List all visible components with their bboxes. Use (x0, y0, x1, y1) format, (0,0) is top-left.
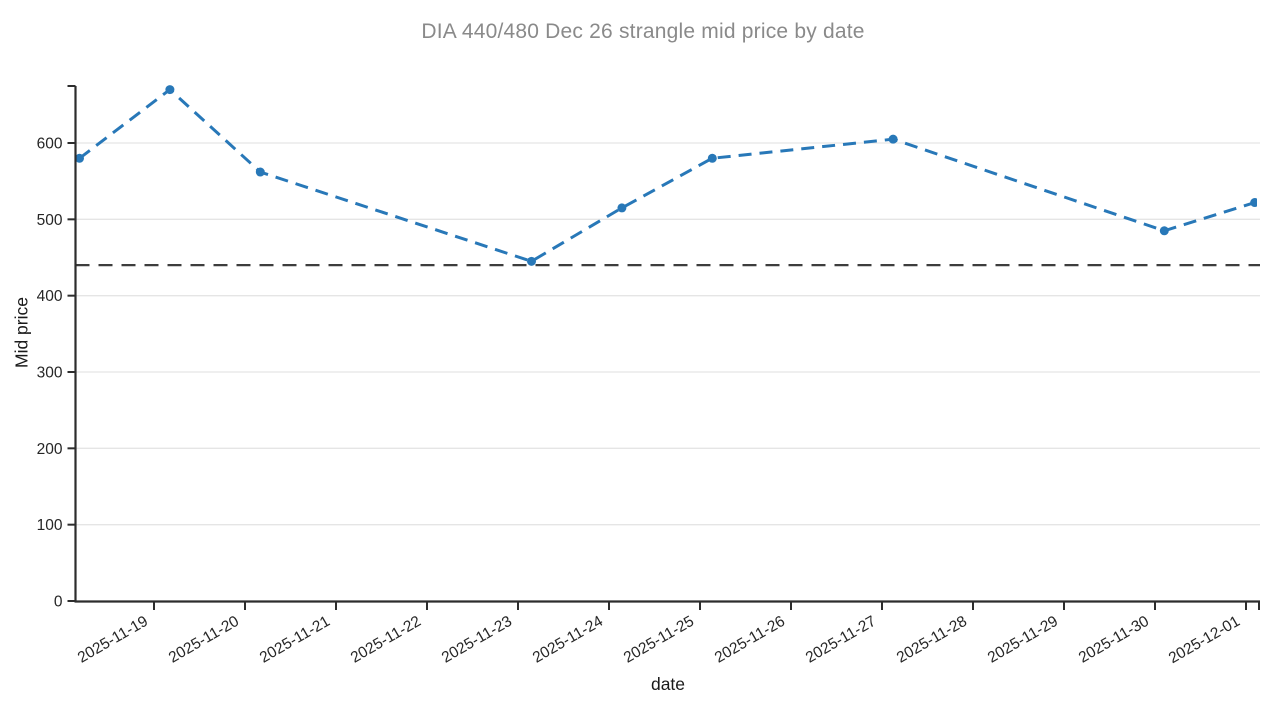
x-tick-label-2025-12-01: 2025-12-01 (1166, 613, 1243, 667)
x-axis-title: date (650, 674, 686, 694)
series-line (78, 87, 1256, 263)
data-point-2025-11-18 (75, 153, 84, 163)
y-tick-label-300: 300 (37, 365, 63, 382)
y-tick-label-0: 0 (54, 594, 63, 611)
data-point-2025-11-27 (888, 134, 898, 144)
x-tick-label-2025-11-23: 2025-11-23 (439, 613, 515, 667)
x-tick-label-2025-11-22: 2025-11-22 (348, 613, 424, 667)
x-tick-label-2025-11-20: 2025-11-20 (166, 613, 242, 667)
x-tick-label-2025-11-21: 2025-11-21 (257, 613, 333, 667)
data-point-2025-11-30 (1159, 226, 1169, 236)
data-point-2025-11-24 (617, 203, 627, 213)
x-tick-label-2025-11-28: 2025-11-28 (894, 613, 970, 667)
y-axis-title: Mid price (11, 297, 32, 368)
y-tick-label-100: 100 (37, 517, 63, 534)
chart-title: DIA 440/480 Dec 26 strangle mid price by… (421, 20, 865, 43)
x-tick-label-2025-11-24: 2025-11-24 (530, 613, 606, 667)
data-point-2025-12-01 (1250, 198, 1257, 208)
x-tick-label-2025-11-19: 2025-11-19 (75, 613, 151, 667)
y-tick-label-200: 200 (37, 441, 63, 458)
x-tick-label-2025-11-27: 2025-11-27 (803, 613, 879, 667)
y-tick-label-600: 600 (37, 136, 63, 153)
data-point-2025-11-25 (707, 153, 717, 163)
x-tick-label-2025-11-26: 2025-11-26 (712, 613, 788, 667)
x-tick-label-2025-11-29: 2025-11-29 (985, 613, 1061, 667)
x-tick-label-2025-11-30: 2025-11-30 (1076, 613, 1152, 667)
y-tick-label-500: 500 (37, 212, 63, 229)
y-tick-label-400: 400 (37, 288, 63, 305)
data-point-2025-11-20 (255, 167, 265, 177)
data-point-2025-11-23 (527, 256, 536, 266)
data-point-2025-11-19 (165, 85, 175, 95)
x-tick-label-2025-11-25: 2025-11-25 (621, 613, 697, 667)
